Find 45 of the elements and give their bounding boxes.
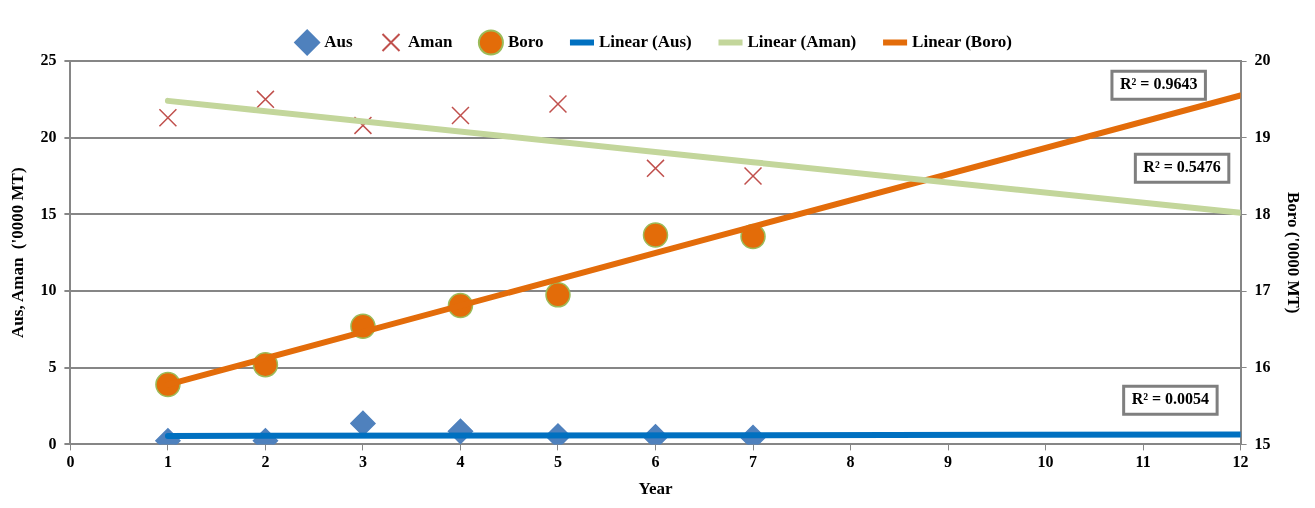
point [743, 166, 763, 186]
x-tick-label: 7 [749, 453, 758, 471]
y-tick-label: 20 [40, 127, 57, 145]
x-tick-label: 6 [651, 453, 660, 471]
y2-tick-label: 19 [1254, 127, 1271, 145]
point [545, 282, 571, 308]
legend-label: Linear (Aman) [747, 31, 857, 51]
y2-tick-label: 17 [1254, 281, 1271, 299]
x-tick-label: 2 [261, 453, 270, 471]
x-tick-label: 3 [358, 453, 367, 471]
x-tick-label: 12 [1232, 453, 1249, 471]
y2-tick-label: 18 [1254, 204, 1271, 222]
x-tick-label: 1 [163, 453, 172, 471]
point [256, 90, 275, 109]
point [642, 222, 669, 248]
y-tick-label: 10 [40, 281, 57, 299]
annotation: R² = 0.5476 [1143, 158, 1221, 176]
x-tick-label: 5 [553, 453, 562, 471]
y2-tick-label: 20 [1254, 51, 1271, 69]
point [451, 106, 470, 125]
y-tick-label: 15 [40, 204, 57, 222]
point [158, 108, 178, 127]
x-tick-label: 0 [66, 453, 75, 471]
legend-label: Boro [507, 31, 544, 51]
x-tick-label: 4 [456, 453, 465, 471]
x-tick-label: 9 [944, 453, 953, 471]
annotation: R² = 0.0054 [1131, 390, 1210, 408]
legend-label: Linear (Boro) [912, 31, 1013, 51]
x-axis-title: Year [638, 479, 673, 499]
legend-label: Aman [408, 31, 453, 51]
point [646, 159, 665, 178]
y-tick-label: 5 [48, 357, 57, 375]
legend-label: Linear (Aus) [598, 31, 692, 51]
x-tick-label: 10 [1037, 453, 1054, 471]
y-axis-title: Aus, Aman ('0000 MT) [7, 167, 27, 338]
y2-tick-label: 15 [1254, 434, 1271, 452]
y-tick-label: 25 [40, 51, 57, 69]
x-tick-label: 11 [1135, 453, 1151, 471]
x-tick-label: 8 [846, 453, 855, 471]
annotation: R² = 0.9643 [1119, 75, 1198, 93]
y-tick-label: 0 [48, 434, 57, 452]
y2-tick-label: 16 [1254, 357, 1271, 375]
point [548, 94, 568, 114]
legend-label: Aus [324, 31, 353, 51]
y2-axis-title: Boro ('0000 MT) [1284, 191, 1304, 314]
